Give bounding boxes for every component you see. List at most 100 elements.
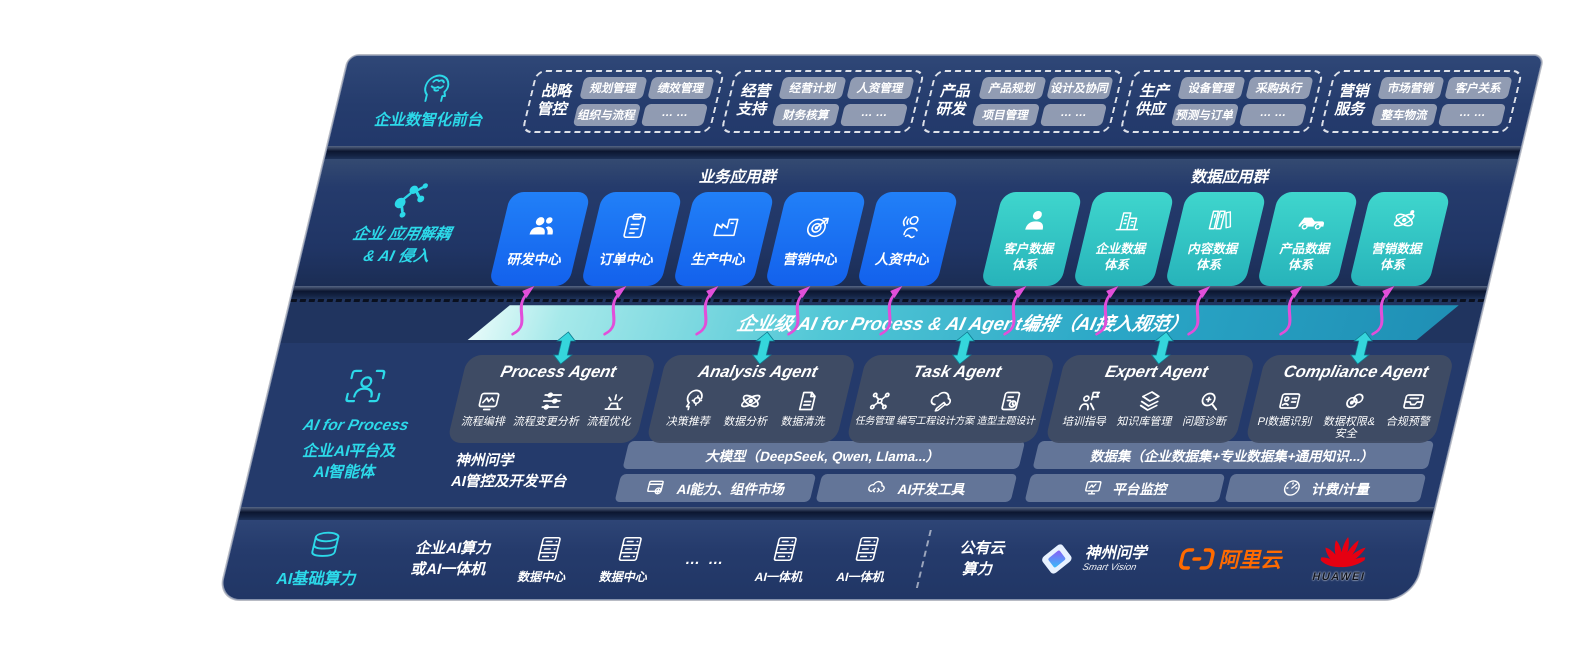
server-icon bbox=[537, 536, 561, 561]
agent-title: Analysis Agent bbox=[696, 362, 820, 381]
marketing-target-icon bbox=[807, 217, 829, 237]
smartvision-logo-icon bbox=[1041, 544, 1072, 574]
slab-edge bbox=[324, 146, 1521, 160]
workflow-icon bbox=[478, 392, 500, 410]
magenta-flow-arrow bbox=[1279, 286, 1303, 336]
platform-data-group: 数据集（企业数据集+专业数据集+通用知识...） 平台监控 bbox=[1024, 441, 1435, 503]
order-clipboard-icon bbox=[623, 213, 646, 238]
business-apps-header: 业务应用群 bbox=[697, 169, 780, 187]
front-office-groups: 战略管控 规划管理 绩效管理 组织与流程 … … 经营支持 经营计划 人资管理 … bbox=[521, 69, 1539, 133]
app-box-label: 人资中心 bbox=[873, 251, 932, 267]
front-pill: 绩效管理 bbox=[647, 76, 716, 99]
front-group-marketing: 营销服务 市场营销 客户关系 整车物流 … … bbox=[1318, 69, 1524, 133]
front-pill: … … bbox=[839, 103, 908, 126]
front-group-title: 营销服务 bbox=[1333, 83, 1372, 119]
app-box-rd-center: 研发中心 bbox=[488, 192, 591, 336]
data-permission-icon bbox=[1345, 392, 1364, 408]
ai-platform-main: Process Agent 流程编排 bbox=[431, 330, 1473, 507]
compliance-inbox-icon bbox=[1403, 393, 1425, 409]
app-groups: 业务应用群 研发中心 bbox=[484, 159, 1517, 336]
business-app-group: 业务应用群 研发中心 bbox=[488, 165, 965, 336]
styling-tablet-icon bbox=[1001, 391, 1021, 410]
agent-item: 数据权限&安全 bbox=[1314, 389, 1389, 441]
front-group-title: 战略管控 bbox=[535, 83, 575, 119]
app-layer-label-block: 企业 应用解耦 & AI 侵入 bbox=[294, 159, 514, 286]
ai-devtools-icon bbox=[868, 480, 886, 493]
agent-card-compliance: Compliance Agent PI数据识别 bbox=[1244, 330, 1455, 443]
data-analysis-atom-icon bbox=[741, 394, 761, 407]
front-group-operation: 经营支持 经营计划 人资管理 财务核算 … … bbox=[720, 69, 926, 133]
infrastructure-layer: AI基础算力 企业AI算力 或AI一体机 数据中心 数据中心 bbox=[219, 519, 1432, 599]
teal-double-arrow bbox=[752, 330, 776, 365]
front-pill: 财务核算 bbox=[772, 103, 841, 126]
ai-for-process-label: AI for Process bbox=[301, 416, 411, 434]
data-box-enterprise: 企业数据 体系 bbox=[1072, 192, 1175, 336]
front-pill: … … bbox=[640, 103, 709, 126]
alibaba-cloud-logo-icon bbox=[1179, 548, 1215, 570]
infra-label-block: AI基础算力 bbox=[221, 528, 421, 591]
knowledge-layers-icon bbox=[1139, 390, 1160, 411]
team-icon bbox=[529, 216, 553, 235]
billing-gauge-cell: 计费/计量 bbox=[1224, 474, 1427, 503]
front-pill: 预测与订单 bbox=[1171, 103, 1240, 126]
agent-title: Task Agent bbox=[911, 362, 1004, 381]
front-group-items: 规划管理 绩效管理 组织与流程 … … bbox=[572, 76, 716, 126]
app-layer-label-line2: & AI 侵入 bbox=[361, 247, 432, 265]
platform-label-line1: 神州问学 bbox=[454, 453, 517, 470]
front-pill: 项目管理 bbox=[971, 103, 1040, 126]
front-pill: 产品规划 bbox=[978, 76, 1047, 99]
platform-model-cells: AI能力、组件市场 AI开发工具 bbox=[614, 474, 1017, 503]
training-flag-icon bbox=[1078, 391, 1101, 410]
data-app-group: 数据应用群 客户数据 体系 bbox=[980, 165, 1457, 336]
agent-card-process: Process Agent 流程编排 bbox=[446, 330, 658, 443]
front-pill: 组织与流程 bbox=[572, 103, 641, 126]
decision-head-icon bbox=[685, 389, 703, 410]
teal-double-arrow bbox=[1350, 330, 1374, 365]
agent-title: Compliance Agent bbox=[1281, 362, 1431, 381]
app-box-label: 营销中心 bbox=[781, 251, 840, 267]
platform-data-cells: 平台监控 计费/计量 bbox=[1024, 474, 1427, 503]
server-icon bbox=[855, 536, 879, 561]
ai-devtools-cell: AI开发工具 bbox=[815, 474, 1017, 503]
data-clean-doc-icon bbox=[799, 391, 817, 410]
front-pill: 规划管理 bbox=[579, 76, 648, 99]
agent-card-expert: Expert Agent 培训指导 bbox=[1045, 330, 1256, 443]
data-box-label: 产品数据 体系 bbox=[1278, 242, 1332, 272]
front-group-strategy: 战略管控 规划管理 绩效管理 组织与流程 … … bbox=[521, 69, 726, 133]
magenta-flow-arrow bbox=[1371, 286, 1395, 336]
data-box-label: 企业数据 体系 bbox=[1094, 242, 1148, 272]
task-network-icon bbox=[869, 392, 890, 409]
agent-item: 数据清洗 bbox=[780, 389, 834, 429]
front-pill: … … bbox=[1438, 103, 1507, 126]
agent-items: 培训指导 知识库管理 bbox=[1052, 389, 1243, 429]
hr-person-icon bbox=[902, 215, 919, 239]
front-office-layer: 企业数智化前台 战略管控 规划管理 绩效管理 组织与流程 … … 经营支持 bbox=[327, 56, 1543, 147]
magenta-flow-arrow bbox=[603, 286, 627, 336]
gauge-icon bbox=[1283, 480, 1300, 496]
agent-card-task: Task Agent 任务管理 bbox=[845, 330, 1057, 443]
datacenter-node: 数据中心 bbox=[598, 534, 658, 585]
front-group-supply: 生产供应 设备管理 采购执行 预测与订单 … … bbox=[1119, 69, 1324, 133]
ai-platform-label-block: AI for Process 企业AI平台及 AI智能体 bbox=[241, 343, 470, 507]
agent-title: Expert Agent bbox=[1103, 362, 1210, 381]
infra-label: AI基础算力 bbox=[274, 570, 359, 588]
magenta-flow-arrow bbox=[695, 286, 719, 336]
front-group-title: 生产供应 bbox=[1133, 83, 1173, 119]
front-office-label-block: 企业数智化前台 bbox=[331, 70, 536, 132]
front-pill: … … bbox=[1238, 103, 1307, 126]
molecule-icon bbox=[394, 183, 428, 218]
ai-platform-layer: AI for Process 企业AI平台及 AI智能体 Process Age… bbox=[241, 330, 1474, 507]
slab-edge bbox=[238, 506, 1435, 520]
front-office-label: 企业数智化前台 bbox=[372, 112, 486, 130]
app-box-production-center: 生产中心 bbox=[672, 192, 775, 336]
dataset-header: 数据集（企业数据集+专业数据集+通用知识...） bbox=[1031, 441, 1435, 470]
front-pill: 经营计划 bbox=[778, 76, 847, 99]
cloud-label-line1: 公有云 bbox=[958, 540, 1008, 558]
business-apps-row: 研发中心 订单中心 bbox=[488, 192, 959, 336]
data-box-marketing: 营销数据 体系 bbox=[1348, 192, 1451, 336]
platform-monitor-icon bbox=[1084, 481, 1102, 495]
ai-platform-label-line1: 企业AI平台及 bbox=[301, 442, 399, 460]
ai-market-icon bbox=[647, 480, 665, 495]
front-pill: 设计及协同 bbox=[1045, 76, 1114, 99]
vendor-huawei: HUAWEI bbox=[1311, 536, 1375, 583]
